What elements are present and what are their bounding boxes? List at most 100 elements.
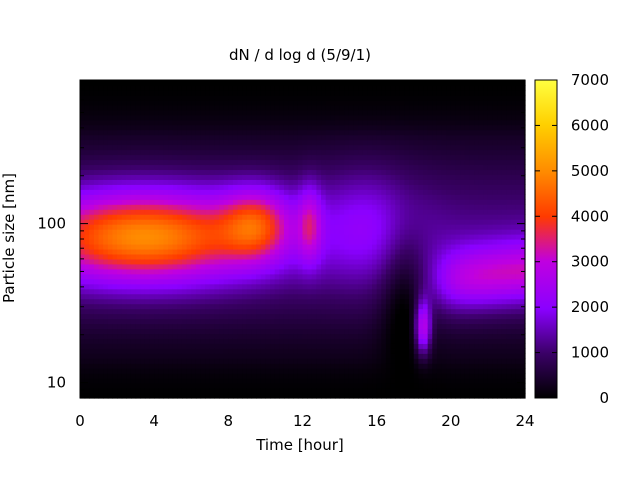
- heatmap-cell: [367, 219, 373, 225]
- heatmap-cell: [358, 104, 364, 111]
- heatmap-cell: [195, 253, 202, 260]
- heatmap-cell: [376, 84, 382, 91]
- heatmap-cell: [279, 109, 285, 116]
- heatmap-cell: [376, 333, 382, 339]
- heatmap-cell: [265, 388, 271, 394]
- heatmap-cell: [186, 288, 192, 295]
- heatmap-cell: [311, 278, 318, 285]
- heatmap-cell: [186, 393, 192, 399]
- heatmap-cell: [353, 80, 359, 86]
- heatmap-cell: [423, 139, 429, 146]
- heatmap-cell: [223, 139, 229, 146]
- heatmap-cell: [376, 134, 382, 141]
- heatmap-cell: [181, 179, 188, 185]
- heatmap-cell: [395, 358, 401, 364]
- heatmap-cell: [154, 388, 160, 394]
- heatmap-cell: [334, 243, 341, 250]
- heatmap-cell: [117, 263, 123, 270]
- heatmap-cell: [404, 194, 410, 200]
- heatmap-cell: [330, 273, 336, 280]
- heatmap-cell: [418, 204, 424, 210]
- heatmap-cell: [232, 194, 239, 200]
- heatmap-cell: [432, 263, 438, 270]
- heatmap-cell: [274, 313, 280, 320]
- heatmap-cell: [168, 343, 174, 349]
- heatmap-cell: [334, 174, 341, 180]
- heatmap-cell: [168, 94, 174, 101]
- heatmap-cell: [242, 89, 248, 96]
- heatmap-cell: [223, 373, 229, 379]
- heatmap-cell: [334, 328, 341, 335]
- heatmap-cell: [270, 89, 276, 96]
- heatmap-cell: [237, 154, 243, 161]
- heatmap-cell: [103, 243, 109, 250]
- heatmap-cell: [288, 184, 294, 190]
- heatmap-cell: [177, 139, 183, 146]
- heatmap-cell: [270, 174, 276, 180]
- heatmap-cell: [246, 134, 253, 141]
- heatmap-cell: [316, 164, 322, 171]
- heatmap-cell: [404, 278, 410, 285]
- heatmap-cell: [279, 353, 285, 359]
- heatmap-cell: [344, 214, 350, 220]
- heatmap-cell: [307, 318, 313, 325]
- heatmap-cell: [283, 144, 290, 151]
- heatmap-cell: [372, 189, 378, 195]
- heatmap-cell: [358, 114, 364, 121]
- heatmap-cell: [214, 114, 220, 121]
- heatmap-cell: [293, 94, 299, 101]
- heatmap-cell: [279, 114, 285, 121]
- heatmap-cell: [168, 159, 174, 166]
- heatmap-cell: [321, 353, 327, 359]
- heatmap-cell: [103, 338, 109, 344]
- heatmap-cell: [154, 268, 160, 275]
- heatmap-cell: [186, 229, 192, 235]
- heatmap-cell: [98, 253, 104, 260]
- heatmap-cell: [177, 134, 183, 141]
- heatmap-cell: [163, 248, 169, 255]
- heatmap-cell: [418, 104, 424, 111]
- heatmap-cell: [117, 248, 123, 255]
- heatmap-cell: [353, 353, 359, 359]
- heatmap-cell: [200, 298, 206, 305]
- heatmap-cell: [98, 84, 104, 91]
- heatmap-cell: [223, 214, 229, 220]
- heatmap-cell: [367, 283, 373, 290]
- heatmap-cell: [126, 348, 132, 354]
- heatmap-cell: [427, 189, 433, 195]
- heatmap-cell: [163, 298, 169, 305]
- heatmap-cell: [191, 393, 197, 399]
- heatmap-cell: [149, 114, 155, 121]
- heatmap-cell: [316, 303, 322, 310]
- heatmap-cell: [321, 243, 327, 250]
- heatmap-cell: [390, 253, 396, 260]
- heatmap-cell: [367, 234, 373, 240]
- heatmap-cell: [93, 209, 100, 215]
- heatmap-cell: [390, 104, 396, 111]
- heatmap-cell: [219, 368, 225, 374]
- heatmap-cell: [372, 268, 378, 275]
- heatmap-cell: [307, 363, 313, 369]
- heatmap-cell: [274, 114, 280, 121]
- heatmap-cell: [413, 184, 419, 190]
- heatmap-cell: [144, 129, 151, 136]
- heatmap-cell: [200, 323, 206, 330]
- heatmap-cell: [302, 174, 308, 180]
- heatmap-cell: [251, 368, 257, 374]
- heatmap-cell: [177, 263, 183, 270]
- heatmap-cell: [107, 134, 114, 141]
- heatmap-cell: [103, 333, 109, 339]
- heatmap-cell: [80, 333, 86, 339]
- heatmap-cell: [256, 338, 262, 344]
- heatmap-cell: [228, 154, 234, 161]
- heatmap-cell: [149, 323, 155, 330]
- heatmap-cell: [367, 104, 373, 111]
- heatmap-cell: [256, 94, 262, 101]
- heatmap-cell: [423, 209, 429, 215]
- heatmap-cell: [135, 373, 141, 379]
- heatmap-cell: [98, 144, 104, 151]
- heatmap-cell: [84, 343, 90, 349]
- heatmap-cell: [362, 144, 368, 151]
- heatmap-cell: [307, 268, 313, 275]
- heatmap-cell: [163, 288, 169, 295]
